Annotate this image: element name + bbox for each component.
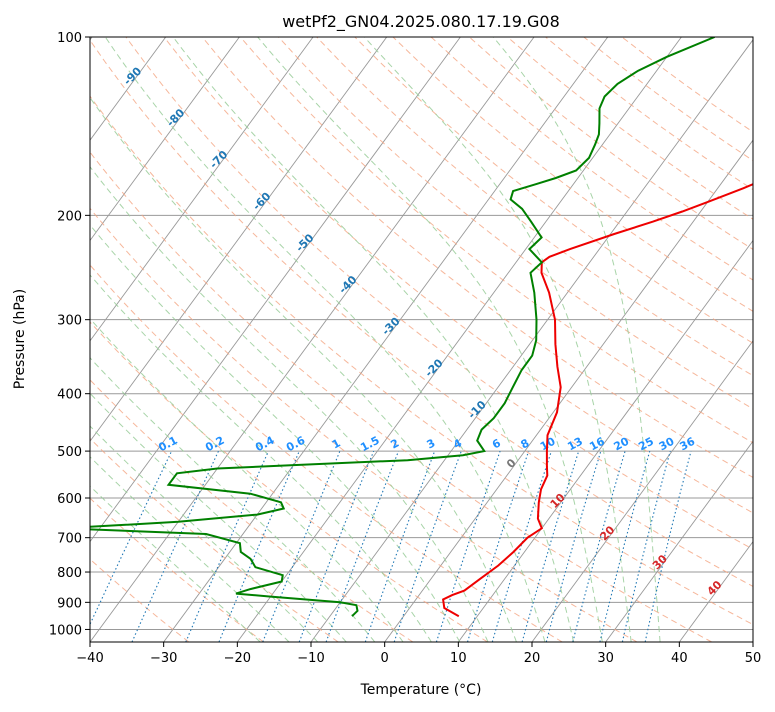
dry-adiabat — [279, 37, 775, 642]
dry-adiabat — [546, 37, 775, 642]
mixing-ratio-label: 36 — [678, 435, 698, 454]
isotherm-label: -20 — [422, 356, 445, 379]
x-tick-label: 10 — [450, 651, 467, 666]
mixing-ratio-line — [263, 451, 340, 642]
mixing-ratio-label: 13 — [565, 435, 585, 454]
isotherm-line — [753, 37, 775, 642]
isotherm-line — [679, 37, 775, 642]
isotherm-label: 40 — [705, 578, 725, 598]
dry-adiabat — [0, 37, 562, 642]
mixing-ratio-line — [394, 451, 461, 642]
y-tick-label: 400 — [57, 388, 82, 403]
mixing-ratio-line — [82, 451, 172, 642]
mixing-ratio-line — [299, 451, 374, 642]
x-tick-label: −40 — [76, 651, 103, 666]
x-tick-label: −30 — [150, 651, 177, 666]
isotherm-line — [606, 37, 775, 642]
moist-adiabat — [0, 84, 375, 642]
isotherm-line — [0, 37, 239, 642]
mixing-ratio-line — [522, 451, 579, 642]
mixing-ratio-label: 30 — [657, 435, 677, 454]
moist-adiabat — [493, 37, 660, 642]
isotherm-label: -30 — [379, 315, 402, 338]
moist-adiabat — [50, 37, 517, 642]
y-tick-label: 900 — [57, 596, 82, 611]
isotherm-line — [90, 37, 534, 642]
isotherm-label: -90 — [121, 64, 144, 87]
y-tick-label: 300 — [57, 314, 82, 329]
mixing-ratio-label: 3 — [425, 436, 438, 451]
moist-adiabat — [0, 62, 403, 643]
plot-frame — [90, 37, 753, 642]
dry-adiabat — [0, 37, 264, 642]
mixing-ratio-label: 1 — [330, 436, 343, 451]
x-tick-label: 50 — [745, 651, 762, 666]
y-tick-label: 700 — [57, 532, 82, 547]
mixing-ratio-line — [492, 451, 551, 642]
isotherm-label: -40 — [336, 273, 359, 296]
mixing-ratio-line — [573, 451, 625, 642]
dry-adiabat — [0, 37, 338, 642]
x-tick-label: −20 — [224, 651, 251, 666]
isotherm-line — [237, 37, 681, 642]
moist-adiabat — [0, 166, 260, 642]
mixing-ratio-line — [365, 451, 434, 642]
mixing-ratio-label: 2 — [388, 436, 401, 451]
isotherm-line — [532, 37, 775, 642]
y-tick-label: 500 — [57, 445, 82, 460]
mixing-ratio-line — [326, 451, 398, 642]
x-tick-label: 30 — [597, 651, 614, 666]
dry-adiabat — [431, 37, 775, 642]
isotherm-line — [458, 37, 775, 642]
isotherm-line — [385, 37, 775, 642]
isotherm-label: -70 — [207, 148, 230, 171]
mixing-ratio-label: 20 — [612, 435, 632, 454]
y-tick-label: 100 — [57, 31, 82, 46]
x-tick-label: 20 — [524, 651, 541, 666]
y-tick-label: 600 — [57, 492, 82, 507]
mixing-ratio-label: 16 — [587, 435, 607, 454]
x-tick-label: −10 — [297, 651, 324, 666]
x-axis-label: Temperature (°C) — [360, 682, 482, 698]
mixing-ratio-label: 6 — [490, 436, 503, 451]
dry-adiabat — [0, 37, 189, 642]
isotherm-label: -80 — [164, 106, 187, 129]
y-tick-label: 200 — [57, 209, 82, 224]
dry-adiabat — [507, 37, 775, 642]
isotherm-label: -60 — [250, 189, 273, 212]
isotherm-label: 20 — [597, 523, 617, 543]
mixing-ratio-label: 25 — [636, 435, 656, 454]
isotherm-label: -50 — [293, 231, 316, 254]
dry-adiabat — [355, 37, 775, 642]
moist-adiabat — [0, 105, 346, 643]
isotherm-line — [164, 37, 608, 642]
dry-adiabat — [622, 37, 775, 642]
y-tick-label: 800 — [57, 566, 82, 581]
dry-adiabat — [393, 37, 775, 642]
isotherm-label: -10 — [466, 398, 489, 421]
mixing-ratio-line — [600, 451, 650, 642]
moist-adiabat — [364, 37, 631, 642]
x-tick-label: 0 — [381, 651, 389, 666]
dry-adiabat — [164, 37, 775, 642]
y-tick-label: 1000 — [49, 623, 82, 638]
isotherm-line — [0, 37, 387, 642]
mixing-ratio-line — [546, 451, 601, 642]
x-tick-label: 40 — [671, 651, 688, 666]
y-axis-label: Pressure (hPa) — [12, 289, 28, 389]
mixing-ratio-line — [645, 451, 691, 642]
isotherm-line — [16, 37, 460, 642]
dry-adiabat — [0, 37, 488, 642]
mixing-ratio-line — [132, 451, 219, 642]
mixing-ratio-line — [186, 451, 269, 642]
chart-title: wetPf2_GN04.2025.080.17.19.G08 — [282, 12, 560, 32]
